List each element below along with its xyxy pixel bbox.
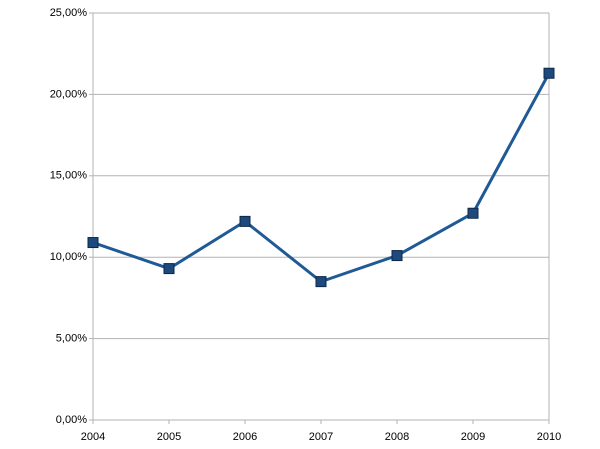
x-tick-label: 2010 [537,431,561,443]
x-tick-label: 2005 [157,431,181,443]
y-tick-label: 20,00% [50,88,88,100]
y-tick-label: 25,00% [50,7,88,19]
y-tick-label: 10,00% [50,251,88,263]
y-tick-label: 5,00% [56,333,87,345]
series-line [92,72,551,284]
marker [543,67,555,79]
x-tick-label: 2004 [81,431,105,443]
x-tick-label: 2008 [385,431,409,443]
marker [87,237,99,249]
marker [467,207,479,219]
y-tick-label: 0,00% [56,414,87,426]
marker [391,250,403,262]
marker [163,263,175,275]
x-tick-label: 2006 [233,431,257,443]
y-tick-label: 15,00% [50,170,88,182]
x-tick-label: 2009 [461,431,485,443]
marker [239,215,251,227]
marker [315,276,327,288]
x-tick-label: 2007 [309,431,333,443]
